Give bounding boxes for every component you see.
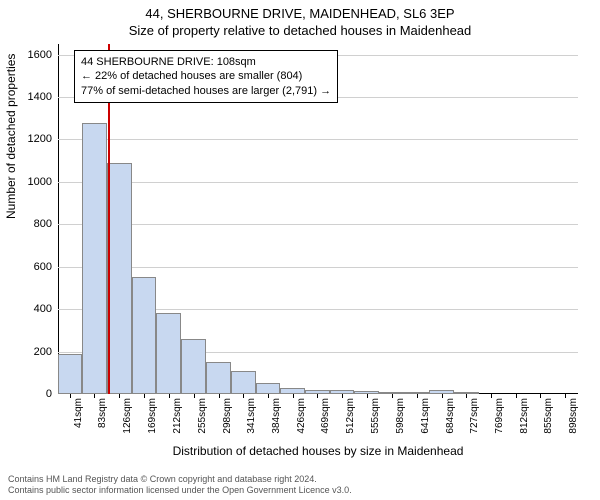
x-tick-label: 641sqm [420, 398, 431, 434]
x-tick [194, 394, 195, 398]
y-tick-label: 1600 [28, 49, 52, 61]
x-tick-label: 727sqm [469, 398, 480, 434]
x-tick [169, 394, 170, 398]
x-tick-label: 83sqm [97, 398, 108, 428]
annotation-box: 44 SHERBOURNE DRIVE: 108sqm ← 22% of det… [74, 50, 338, 103]
x-tick [516, 394, 517, 398]
y-tick-label: 800 [34, 218, 52, 230]
y-tick-label: 600 [34, 261, 52, 273]
y-tick-label: 400 [34, 303, 52, 315]
x-tick [219, 394, 220, 398]
histogram-bar [206, 362, 231, 394]
histogram-bar [82, 123, 107, 395]
annotation-line-2: ← 22% of detached houses are smaller (80… [81, 69, 331, 83]
x-tick-label: 555sqm [370, 398, 381, 434]
x-tick [70, 394, 71, 398]
x-tick-label: 255sqm [197, 398, 208, 434]
y-tick-label: 1400 [28, 91, 52, 103]
x-tick-label: 469sqm [320, 398, 331, 434]
grid-line [58, 224, 578, 225]
x-tick [144, 394, 145, 398]
x-tick-label: 41sqm [73, 398, 84, 428]
grid-line [58, 267, 578, 268]
x-tick-label: 598sqm [395, 398, 406, 434]
x-tick-label: 426sqm [296, 398, 307, 434]
x-tick [243, 394, 244, 398]
footer-line-2: Contains public sector information licen… [8, 485, 352, 496]
chart-container: 44, SHERBOURNE DRIVE, MAIDENHEAD, SL6 3E… [0, 0, 600, 500]
x-tick-label: 298sqm [222, 398, 233, 434]
footer-line-1: Contains HM Land Registry data © Crown c… [8, 474, 352, 485]
x-tick [392, 394, 393, 398]
x-axis-label: Distribution of detached houses by size … [58, 444, 578, 458]
x-tick-label: 341sqm [246, 398, 257, 434]
histogram-bar [107, 163, 132, 394]
x-tick [466, 394, 467, 398]
histogram-bar [256, 383, 281, 394]
x-tick [417, 394, 418, 398]
y-tick-label: 1000 [28, 176, 52, 188]
y-axis: 02004006008001000120014001600 [0, 44, 56, 394]
x-tick [293, 394, 294, 398]
x-tick [268, 394, 269, 398]
y-tick-label: 1200 [28, 133, 52, 145]
x-tick [119, 394, 120, 398]
histogram-bar [156, 313, 181, 394]
x-tick-label: 126sqm [122, 398, 133, 434]
x-tick-label: 812sqm [519, 398, 530, 434]
annotation-line-3: 77% of semi-detached houses are larger (… [81, 84, 331, 98]
x-tick-label: 384sqm [271, 398, 282, 434]
x-tick [342, 394, 343, 398]
x-tick-label: 684sqm [445, 398, 456, 434]
x-tick [540, 394, 541, 398]
grid-line [58, 182, 578, 183]
x-tick [442, 394, 443, 398]
annotation-line-1: 44 SHERBOURNE DRIVE: 108sqm [81, 55, 331, 69]
x-tick [565, 394, 566, 398]
y-tick-label: 0 [46, 388, 52, 400]
chart-title-sub: Size of property relative to detached ho… [0, 21, 600, 38]
histogram-bar [181, 339, 206, 394]
x-tick-label: 769sqm [494, 398, 505, 434]
x-tick-label: 169sqm [147, 398, 158, 434]
x-tick-label: 212sqm [172, 398, 183, 434]
histogram-bar [231, 371, 256, 394]
x-tick-label: 512sqm [345, 398, 356, 434]
y-tick-label: 200 [34, 346, 52, 358]
x-tick [367, 394, 368, 398]
grid-line [58, 139, 578, 140]
footer-attribution: Contains HM Land Registry data © Crown c… [8, 474, 352, 496]
chart-title-main: 44, SHERBOURNE DRIVE, MAIDENHEAD, SL6 3E… [0, 0, 600, 21]
histogram-bar [58, 354, 82, 394]
x-tick [491, 394, 492, 398]
x-tick [94, 394, 95, 398]
x-tick-label: 855sqm [543, 398, 554, 434]
x-tick [317, 394, 318, 398]
x-tick-label: 898sqm [568, 398, 579, 434]
histogram-bar [132, 277, 156, 394]
